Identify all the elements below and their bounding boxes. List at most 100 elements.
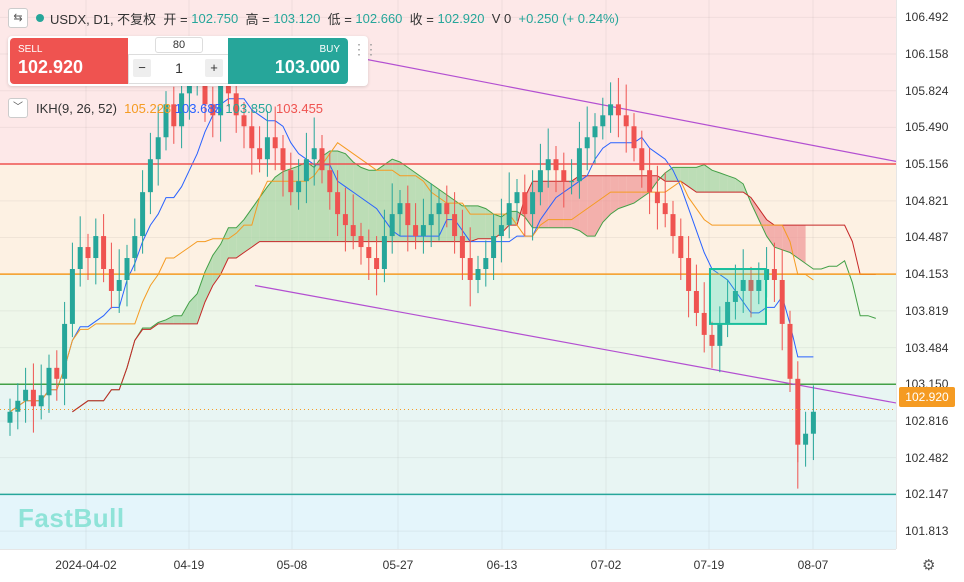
candle-body: [732, 290, 738, 302]
indicator-value-4: 103.455: [276, 100, 324, 116]
chevron-down-icon[interactable]: ﹀: [8, 98, 28, 118]
candle-body: [30, 389, 36, 407]
candle-body: [483, 258, 489, 270]
ichimoku-cloud-segment: [579, 175, 588, 237]
candle-body: [381, 236, 387, 270]
candle-body: [335, 192, 341, 215]
y-tick-label: 103.819: [905, 303, 949, 318]
candle-body: [249, 126, 255, 149]
ichimoku-cloud-segment: [478, 205, 486, 239]
candle-body: [623, 115, 629, 127]
swap-icon[interactable]: ⇆: [8, 8, 28, 28]
close-value: 102.920: [437, 10, 485, 26]
ichimoku-cloud-segment: [431, 183, 439, 242]
spread-badge: 80: [155, 37, 203, 53]
low-label: 低 =: [327, 11, 352, 27]
symbol-label: USDX, D1, 不复权: [50, 11, 157, 27]
gear-icon[interactable]: ⚙: [922, 557, 936, 574]
candle-body: [467, 258, 473, 280]
price-axis[interactable]: 106.492 106.158 105.824 105.490 105.156 104.8…: [896, 0, 964, 549]
candle-body: [803, 433, 809, 445]
candle-body: [358, 236, 364, 248]
sell-button[interactable]: SELL 102.920: [10, 38, 128, 84]
candle-body: [171, 104, 177, 127]
quantity-stepper[interactable]: − 1 +: [128, 54, 230, 84]
quantity-input[interactable]: 1: [175, 60, 183, 76]
time-axis[interactable]: 2024-04-02 04-19 05-08 05-27 06-13 07-02 07-19…: [0, 549, 896, 582]
ichimoku-cloud-segment: [189, 293, 198, 324]
candle-body: [444, 203, 450, 215]
buy-price: 103.000: [274, 57, 340, 77]
increase-button[interactable]: +: [205, 59, 223, 77]
candle-body: [615, 104, 621, 116]
ichimoku-cloud-segment: [571, 175, 580, 231]
x-tick-label: 07-19: [693, 558, 725, 572]
ichimoku-cloud-segment: [314, 156, 322, 242]
candle-body: [327, 170, 333, 193]
candle-body: [545, 159, 551, 171]
y-tick-label: 106.492: [905, 10, 949, 25]
candle-body: [561, 170, 567, 182]
ichimoku-cloud-segment: [758, 208, 767, 237]
ichimoku-cloud-segment: [766, 219, 775, 248]
senkou-span-b-line: [72, 175, 876, 413]
candle-body: [795, 378, 801, 445]
close-label: 收 =: [409, 11, 434, 27]
ichimoku-cloud-segment: [439, 189, 447, 242]
y-tick-label: 105.490: [905, 120, 949, 135]
candle-body: [537, 170, 543, 193]
ichimoku-cloud-segment: [181, 301, 190, 324]
y-tick-label: 102.147: [905, 487, 949, 502]
candle-body: [459, 236, 465, 259]
candle-body: [374, 258, 380, 270]
candle-body: [264, 137, 270, 160]
ichimoku-cloud-segment: [470, 205, 478, 242]
candle-body: [233, 93, 239, 116]
buy-button[interactable]: BUY 103.000: [228, 38, 348, 84]
drag-handle-icon[interactable]: ⋮⋮: [352, 41, 378, 57]
x-tick-label: 06-13: [486, 558, 518, 572]
indicator-value-2: 103.685: [174, 100, 222, 116]
ichimoku-cloud-segment: [236, 219, 244, 259]
kijun-sen-line: [9, 142, 814, 413]
ichimoku-cloud-segment: [712, 170, 720, 193]
candle-body: [272, 137, 278, 149]
candle-body: [740, 279, 746, 291]
price-chart[interactable]: [0, 0, 896, 549]
ichimoku-cloud-segment: [275, 171, 283, 242]
candle-body: [405, 203, 411, 226]
candle-body: [257, 148, 263, 160]
sell-label: SELL: [18, 44, 43, 55]
candle-body: [366, 247, 372, 259]
candle-body: [147, 159, 153, 193]
candle-body: [428, 214, 434, 226]
candle-body: [569, 181, 575, 183]
ichimoku-cloud-segment: [556, 181, 564, 228]
candle-body: [124, 258, 130, 280]
candle-body: [23, 389, 29, 401]
ichimoku-cloud-segment: [400, 161, 408, 242]
indicator-name: IKH(9, 26, 52): [36, 100, 117, 116]
candle-body: [389, 214, 395, 237]
ichimoku-cloud-segment: [415, 172, 424, 242]
market-status-dot: [36, 14, 44, 22]
ichimoku-cloud-segment: [602, 175, 611, 223]
candle-body: [748, 279, 754, 291]
candle-body: [771, 269, 777, 280]
indicator-legend: ﹀ IKH(9, 26, 52) 105.228 103.685 103.850…: [8, 98, 323, 118]
candle-body: [522, 192, 528, 215]
decrease-button[interactable]: −: [133, 59, 151, 77]
price-zone: [0, 384, 896, 495]
candle-body: [241, 115, 247, 127]
ichimoku-cloud-segment: [665, 167, 673, 182]
candle-body: [140, 192, 146, 237]
ichimoku-cloud-segment: [244, 208, 252, 253]
candle-body: [530, 192, 536, 215]
candle-body: [342, 214, 348, 226]
ichimoku-cloud-segment: [595, 175, 603, 237]
candle-body: [553, 159, 559, 171]
candle-body: [709, 334, 715, 346]
symbol-legend: ⇆ USDX, D1, 不复权 开 = 102.750 高 = 103.120 …: [8, 8, 619, 28]
chart-canvas[interactable]: [0, 0, 896, 549]
candle-body: [514, 192, 520, 204]
